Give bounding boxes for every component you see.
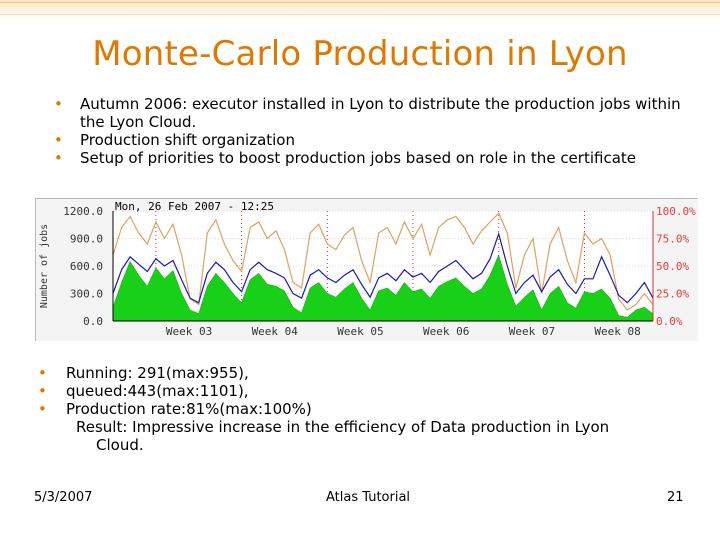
chart-timestamp: Mon, 26 Feb 2007 - 12:25 (115, 200, 274, 213)
y2-tick-label: 25.0% (656, 288, 689, 301)
top-decoration-line-2 (0, 14, 720, 15)
production-chart: 1200.0 100.0% 900.0 75.0% 600.0 50.0% 300.0 25.… (35, 198, 698, 341)
bullet-item: Autumn 2006: executor installed in Lyon … (52, 95, 692, 131)
top-decoration-line (0, 2, 720, 3)
y-tick-label: 0.0 (83, 315, 103, 328)
bullet-list: Autumn 2006: executor installed in Lyon … (52, 95, 692, 167)
y-tick-label: 900.0 (70, 233, 103, 246)
chart-svg: 1200.0 100.0% 900.0 75.0% 600.0 50.0% 300.0 25.… (39, 200, 696, 338)
x-tick-label: Week 08 (594, 325, 640, 338)
queued-stat: queued:443(max:1101), (36, 382, 696, 400)
result-line-2: Cloud. (96, 436, 144, 454)
x-tick-label: Week 07 (509, 325, 555, 338)
y-tick-label: 600.0 (70, 260, 103, 273)
y-tick-label: 300.0 (70, 288, 103, 301)
top-decoration-bar (0, 0, 720, 20)
footer-page-number: 21 (667, 490, 684, 505)
result-text: Result: Impressive increase in the effic… (36, 418, 696, 454)
bullet-item: Production shift organization (52, 131, 692, 149)
queued-jobs-line (112, 231, 654, 304)
running-jobs-area (112, 254, 654, 322)
production-rate-line (112, 212, 654, 311)
y2-tick-label: 0.0% (656, 315, 683, 328)
x-tick-label: Week 04 (252, 325, 299, 338)
x-tick-label: Week 03 (166, 325, 212, 338)
stats-bullet-list: Running: 291(max:955), queued:443(max:11… (36, 364, 696, 454)
x-tick-label: Week 05 (337, 325, 383, 338)
y-tick-label: 1200.0 (63, 205, 103, 218)
running-stat: Running: 291(max:955), (36, 364, 696, 382)
production-rate-stat: Production rate:81%(max:100%) (36, 400, 696, 418)
y-axis-title: Number of jobs (39, 224, 50, 308)
slide-title: Monte-Carlo Production in Lyon (92, 34, 628, 74)
y2-tick-label: 50.0% (656, 260, 689, 273)
bullet-item: Setup of priorities to boost production … (52, 149, 692, 167)
y2-tick-label: 100.0% (656, 205, 696, 218)
x-tick-label: Week 06 (423, 325, 469, 338)
footer-date: 5/3/2007 (34, 490, 93, 505)
y2-tick-label: 75.0% (656, 233, 689, 246)
footer-title: Atlas Tutorial (326, 490, 411, 505)
result-line-1: Result: Impressive increase in the effic… (76, 418, 610, 436)
